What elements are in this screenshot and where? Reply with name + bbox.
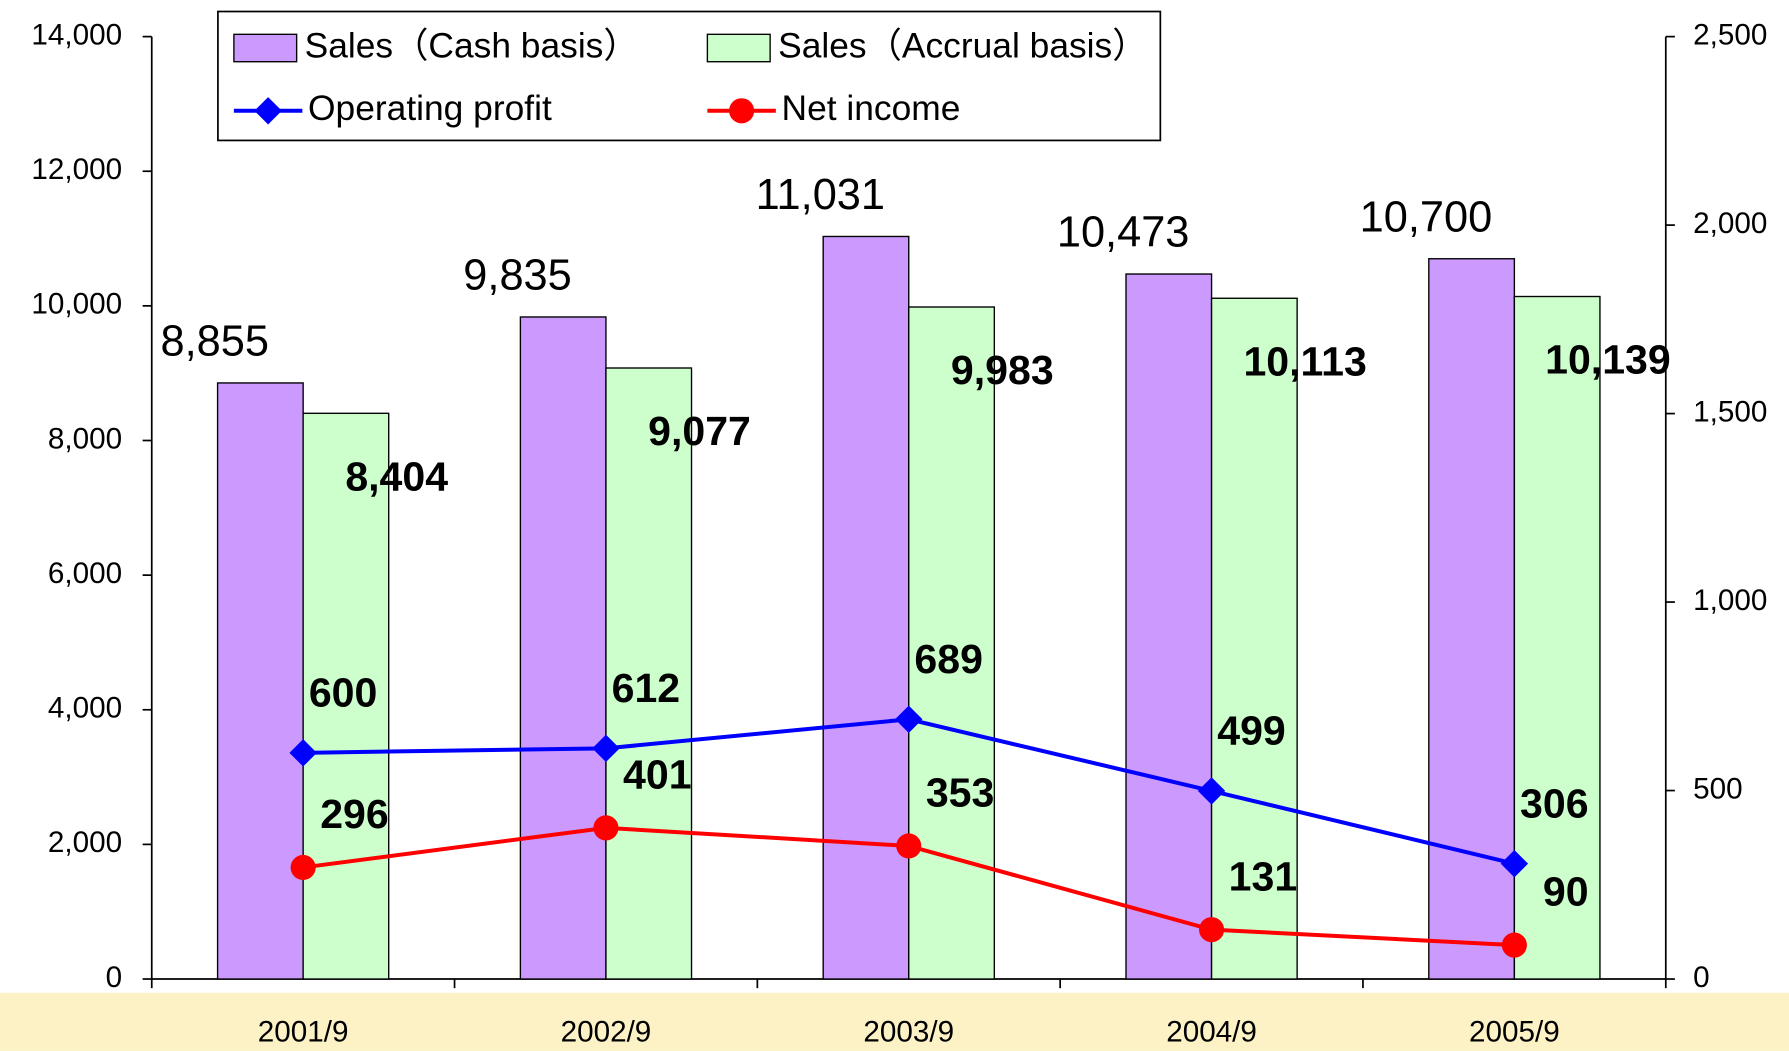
legend-box xyxy=(217,10,1162,142)
marker xyxy=(1501,932,1527,958)
y-tick-label: 0 xyxy=(106,961,123,994)
y-tick-label: 4,000 xyxy=(48,692,122,725)
y2-tick-label: 0 xyxy=(1693,961,1709,994)
legend-label: Sales（Accrual basis） xyxy=(778,26,1147,65)
legend: Sales（Cash basis） Sales（Accrual basis） Ope… xyxy=(217,10,1162,142)
bar xyxy=(822,235,910,980)
legend-label: Operating profit xyxy=(308,89,552,128)
legend-swatch xyxy=(233,33,298,63)
data-label: 9,835 xyxy=(463,252,571,300)
data-label: 9,077 xyxy=(648,408,751,454)
y2-tick-label: 1,000 xyxy=(1693,584,1767,617)
bar xyxy=(519,316,607,980)
data-label: 9,983 xyxy=(951,347,1054,393)
data-label: 90 xyxy=(1543,869,1589,915)
data-label: 8,855 xyxy=(160,318,268,366)
data-label: 296 xyxy=(320,791,389,837)
marker xyxy=(593,815,619,841)
marker xyxy=(1197,777,1226,805)
marker xyxy=(1199,917,1225,943)
y-tick-label: 6,000 xyxy=(48,557,122,590)
legend-swatch xyxy=(706,33,771,63)
data-label: 10,700 xyxy=(1360,193,1493,241)
y-tick-label: 12,000 xyxy=(31,153,122,186)
bar xyxy=(1210,297,1298,980)
data-label: 600 xyxy=(309,670,378,716)
y2-tick-label: 2,000 xyxy=(1693,207,1767,240)
data-label: 8,404 xyxy=(345,453,448,499)
legend-label: Net income xyxy=(782,89,961,128)
y-tick-label: 2,000 xyxy=(48,826,122,859)
marker xyxy=(290,854,316,880)
x-tick-label: 2003/9 xyxy=(863,1016,954,1049)
data-label: 131 xyxy=(1229,853,1298,899)
legend-label: Sales（Cash basis） xyxy=(305,26,639,65)
data-label: 499 xyxy=(1217,708,1286,754)
marker xyxy=(896,833,922,859)
bar xyxy=(1513,295,1601,980)
x-tick-label: 2004/9 xyxy=(1166,1016,1257,1049)
x-tick-label: 2002/9 xyxy=(561,1016,652,1049)
marker xyxy=(1500,849,1529,878)
y2-tick-label: 500 xyxy=(1693,772,1742,805)
data-label: 306 xyxy=(1520,780,1589,826)
data-label: 353 xyxy=(926,770,995,816)
bar xyxy=(1428,258,1516,980)
marker xyxy=(592,734,620,763)
x-tick-label: 2005/9 xyxy=(1469,1016,1560,1049)
data-label: 10,139 xyxy=(1545,337,1671,383)
y-tick-label: 14,000 xyxy=(31,18,122,51)
y-tick-label: 8,000 xyxy=(48,422,122,455)
data-label: 10,473 xyxy=(1057,209,1190,257)
x-axis-band xyxy=(0,992,1789,1051)
data-label: 612 xyxy=(612,665,681,711)
y-tick-label: 10,000 xyxy=(31,288,122,321)
plot-area: 0 2,000 4,000 6,000 8,000 10,000 12,000 14,000 0… xyxy=(31,18,1767,1048)
bar xyxy=(1125,273,1213,980)
data-label: 10,113 xyxy=(1243,338,1366,384)
legend-marker xyxy=(729,98,755,124)
bar xyxy=(605,367,693,980)
data-label: 401 xyxy=(623,752,692,798)
bar xyxy=(302,412,390,980)
data-label: 689 xyxy=(914,636,983,682)
legend-marker xyxy=(254,97,282,125)
y2-tick-label: 2,500 xyxy=(1693,18,1767,51)
data-label: 11,031 xyxy=(756,171,885,219)
bar xyxy=(216,382,304,980)
x-tick-label: 2001/9 xyxy=(258,1016,349,1049)
y2-tick-label: 1,500 xyxy=(1693,395,1767,428)
